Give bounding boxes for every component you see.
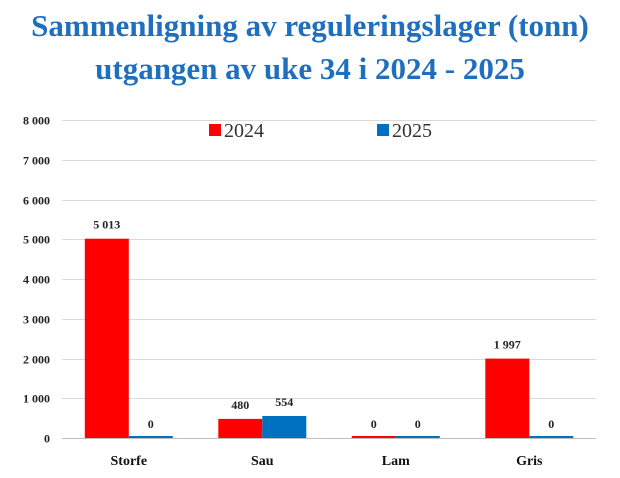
- chart-title-line-1: Sammenligning av reguleringslager (tonn): [31, 8, 589, 43]
- x-category-label: Sau: [251, 454, 274, 469]
- data-label: 0: [548, 417, 554, 431]
- legend-label: 2025: [392, 120, 432, 142]
- y-tick-label: 1 000: [23, 392, 50, 406]
- bar-storfe-2024: [84, 238, 129, 438]
- bar-sau-2024: [218, 418, 263, 438]
- y-tick-label: 7 000: [23, 154, 50, 168]
- chart-title: Sammenligning av reguleringslager (tonn)…: [0, 4, 620, 90]
- y-tick-label: 6 000: [23, 194, 50, 208]
- bar-sau-2025: [262, 416, 307, 438]
- chart-title-line-2: utgangen av uke 34 i 2024 - 2025: [95, 51, 525, 86]
- y-tick-label: 3 000: [23, 313, 50, 327]
- y-tick-label: 8 000: [23, 114, 50, 128]
- bar-lam-2025: [395, 436, 440, 438]
- y-axis-ticks: 0 1 000 2 000 3 000 4 000 5 000 6 000 7 000 8 00…: [23, 114, 50, 446]
- x-category-label: Storfe: [111, 454, 148, 469]
- data-label: 480: [231, 398, 249, 412]
- x-category-label: Gris: [516, 454, 543, 469]
- y-tick-label: 5 000: [23, 233, 50, 247]
- data-label: 5 013: [93, 218, 120, 232]
- y-tick-label: 0: [44, 432, 50, 446]
- data-labels: 5 013 0 480 554 0 0 1 997 0: [93, 218, 554, 431]
- bar-storfe-2025: [128, 436, 173, 438]
- gridlines: [62, 120, 596, 439]
- data-label: 1 997: [494, 338, 521, 352]
- bars: [84, 238, 574, 438]
- legend: 2024 2025: [209, 120, 432, 142]
- data-label: 0: [415, 417, 421, 431]
- bar-gris-2024: [485, 358, 530, 438]
- y-tick-label: 4 000: [23, 273, 50, 287]
- legend-swatch: [209, 124, 221, 136]
- bar-gris-2025: [529, 436, 574, 438]
- x-axis-categories: Storfe Sau Lam Gris: [111, 454, 544, 469]
- x-category-label: Lam: [382, 454, 410, 469]
- legend-label: 2024: [224, 120, 264, 142]
- data-label: 0: [371, 417, 377, 431]
- data-label: 0: [148, 417, 154, 431]
- bar-lam-2024: [351, 436, 396, 438]
- y-tick-label: 2 000: [23, 353, 50, 367]
- data-label: 554: [275, 395, 293, 409]
- legend-swatch: [377, 124, 389, 136]
